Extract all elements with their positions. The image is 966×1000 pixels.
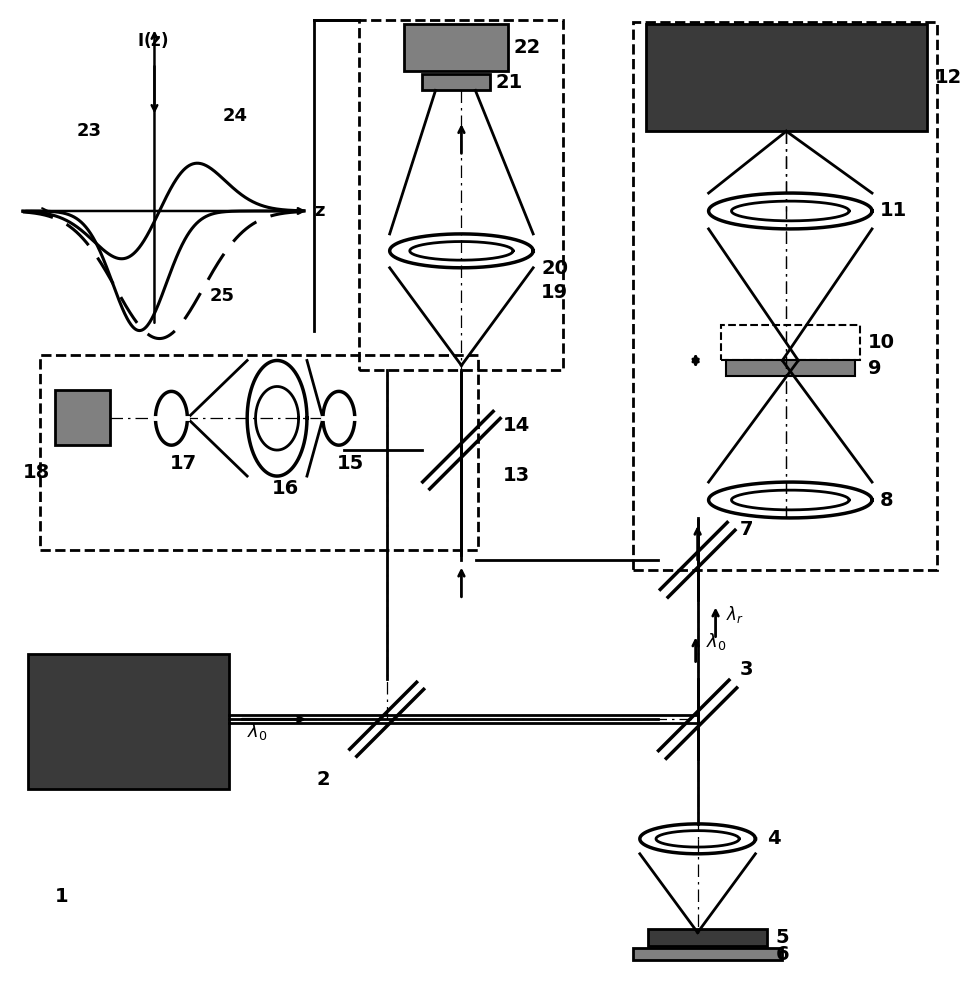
Text: 1: 1 [55,887,69,906]
Bar [55,390,109,445]
Text: 23: 23 [76,122,101,140]
Text: 19: 19 [541,283,568,302]
Text: 5: 5 [776,928,789,947]
Text: 2: 2 [317,770,330,789]
Text: z: z [314,202,325,220]
Bar [633,22,937,570]
Text: 17: 17 [169,454,196,473]
Text: 8: 8 [880,490,894,510]
Text: 10: 10 [868,333,895,352]
Ellipse shape [410,242,513,260]
Text: 7: 7 [740,520,753,539]
Bar [404,24,508,71]
Bar [358,20,563,370]
Bar [646,24,926,131]
Text: 6: 6 [776,945,789,964]
Text: 12: 12 [935,68,962,87]
Bar [725,360,855,376]
Text: 20: 20 [541,259,568,278]
Ellipse shape [731,490,849,510]
Bar [40,355,478,550]
Ellipse shape [731,201,849,221]
Bar [648,929,767,946]
Bar [633,948,782,960]
Text: 22: 22 [513,38,541,57]
Text: 4: 4 [767,829,781,848]
Text: 11: 11 [880,201,907,220]
Text: 16: 16 [272,479,299,498]
Bar [18,20,314,331]
Text: $\lambda_0$: $\lambda_0$ [247,721,268,742]
Ellipse shape [656,831,739,847]
Text: 21: 21 [496,73,523,92]
Text: 13: 13 [503,466,530,485]
Text: 18: 18 [22,463,50,482]
Text: 24: 24 [222,107,247,125]
Text: 14: 14 [503,416,530,435]
Text: 25: 25 [210,287,235,305]
Bar [28,654,229,789]
Text: 3: 3 [740,660,753,679]
Text: 15: 15 [337,454,364,473]
Text: $\lambda_r$: $\lambda_r$ [725,604,744,625]
Text: 9: 9 [868,359,882,378]
Ellipse shape [256,386,298,450]
Text: $\lambda_0$: $\lambda_0$ [705,631,726,652]
Bar [721,325,860,360]
Bar [421,74,491,90]
Text: $\mathbf{I(z)}$: $\mathbf{I(z)}$ [136,30,168,50]
